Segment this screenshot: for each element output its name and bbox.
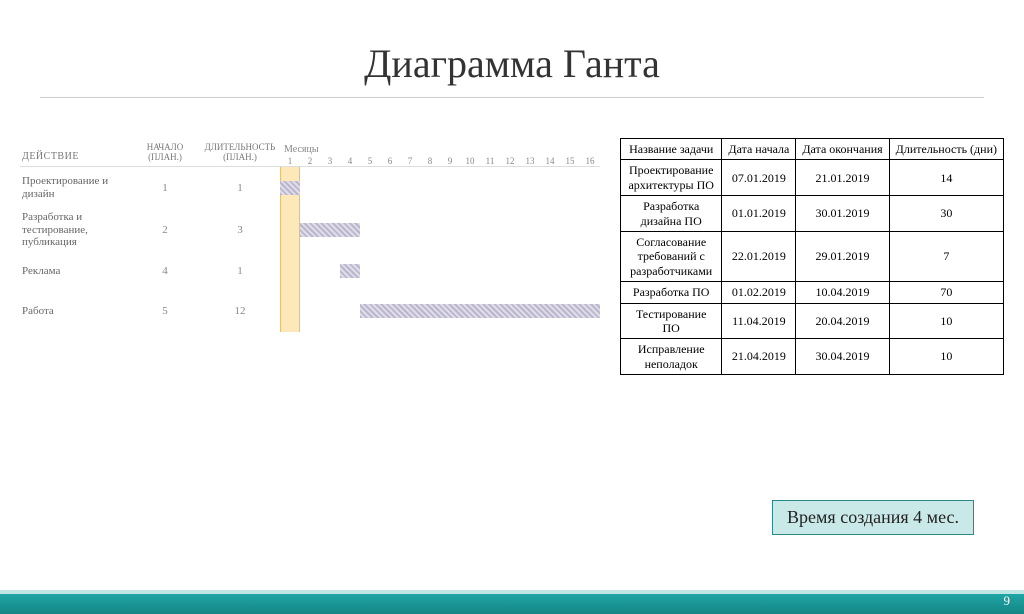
table-cell: 30.04.2019 bbox=[796, 339, 889, 375]
table-cell: Тестирование ПО bbox=[621, 303, 722, 339]
month-num: 15 bbox=[560, 156, 580, 166]
month-num: 12 bbox=[500, 156, 520, 166]
month-num: 9 bbox=[440, 156, 460, 166]
table-cell: 10 bbox=[889, 303, 1003, 339]
month-num: 16 bbox=[580, 156, 600, 166]
gantt-row-bars bbox=[280, 209, 600, 251]
duration-note: Время создания 4 мес. bbox=[772, 500, 974, 535]
table-cell: Разработка ПО bbox=[621, 282, 722, 303]
gantt-header-months: Месяцы 12345678910111213141516 bbox=[280, 146, 600, 166]
table-cell: 10.04.2019 bbox=[796, 282, 889, 303]
month-num: 6 bbox=[380, 156, 400, 166]
gantt-bar bbox=[300, 223, 360, 237]
gantt-bar bbox=[280, 181, 300, 195]
table-cell: 22.01.2019 bbox=[722, 231, 796, 281]
gantt-header-duration: ДЛИТЕЛЬНОСТЬ (ПЛАН.) bbox=[200, 138, 280, 166]
gantt-bar bbox=[340, 264, 360, 278]
table-cell: 30.01.2019 bbox=[796, 196, 889, 232]
page-title: Диаграмма Ганта bbox=[0, 40, 1024, 87]
content-area: ДЕЙСТВИЕ НАЧАЛО (ПЛАН.) ДЛИТЕЛЬНОСТЬ (ПЛ… bbox=[0, 138, 1024, 375]
gantt-row-duration: 1 bbox=[200, 182, 280, 194]
table-row: Разработка дизайна ПО01.01.201930.01.201… bbox=[621, 196, 1004, 232]
table-cell: 10 bbox=[889, 339, 1003, 375]
gantt-row: Реклама41 bbox=[20, 251, 600, 291]
table-row: Разработка ПО01.02.201910.04.201970 bbox=[621, 282, 1004, 303]
gantt-row-label: Разработка и тестирование, публикация bbox=[20, 209, 130, 251]
task-table-header: Дата окончания bbox=[796, 139, 889, 160]
task-table-header-row: Название задачиДата началаДата окончания… bbox=[621, 139, 1004, 160]
slide: Диаграмма Ганта ДЕЙСТВИЕ НАЧАЛО (ПЛАН.) … bbox=[0, 40, 1024, 614]
gantt-bar bbox=[360, 304, 600, 318]
page-number: 9 bbox=[1004, 593, 1011, 609]
title-underline bbox=[40, 97, 984, 98]
gantt-chart: ДЕЙСТВИЕ НАЧАЛО (ПЛАН.) ДЛИТЕЛЬНОСТЬ (ПЛ… bbox=[20, 138, 600, 331]
table-cell: 21.04.2019 bbox=[722, 339, 796, 375]
gantt-row: Проектирование и дизайн11 bbox=[20, 167, 600, 209]
task-table-header: Название задачи bbox=[621, 139, 722, 160]
month-num: 8 bbox=[420, 156, 440, 166]
month-num: 3 bbox=[320, 156, 340, 166]
task-table-body: Проектирование архитектуры ПО07.01.20192… bbox=[621, 160, 1004, 375]
gantt-body: Проектирование и дизайн11Разработка и те… bbox=[20, 166, 600, 331]
table-cell: Согласование требований с разработчиками bbox=[621, 231, 722, 281]
gantt-header: ДЕЙСТВИЕ НАЧАЛО (ПЛАН.) ДЛИТЕЛЬНОСТЬ (ПЛ… bbox=[20, 138, 600, 166]
table-row: Согласование требований с разработчиками… bbox=[621, 231, 1004, 281]
task-table-header: Длительность (дни) bbox=[889, 139, 1003, 160]
table-cell: 7 bbox=[889, 231, 1003, 281]
gantt-header-start: НАЧАЛО (ПЛАН.) bbox=[130, 138, 200, 166]
gantt-row-duration: 3 bbox=[200, 224, 280, 236]
gantt-row-label: Проектирование и дизайн bbox=[20, 173, 130, 202]
gantt-row-label: Работа bbox=[20, 303, 130, 320]
gantt-header-action: ДЕЙСТВИЕ bbox=[20, 147, 130, 166]
table-row: Тестирование ПО11.04.201920.04.201910 bbox=[621, 303, 1004, 339]
table-cell: 30 bbox=[889, 196, 1003, 232]
gantt-row: Разработка и тестирование, публикация23 bbox=[20, 209, 600, 251]
gantt-row-start: 5 bbox=[130, 305, 200, 317]
task-table-header: Дата начала bbox=[722, 139, 796, 160]
table-cell: 29.01.2019 bbox=[796, 231, 889, 281]
gantt-row: Работа512 bbox=[20, 291, 600, 331]
month-num: 2 bbox=[300, 156, 320, 166]
table-cell: 20.04.2019 bbox=[796, 303, 889, 339]
gantt-row-bars bbox=[280, 251, 600, 291]
months-label: Месяцы bbox=[284, 144, 319, 155]
table-cell: 11.04.2019 bbox=[722, 303, 796, 339]
table-cell: 14 bbox=[889, 160, 1003, 196]
month-num: 14 bbox=[540, 156, 560, 166]
gantt-row-duration: 1 bbox=[200, 265, 280, 277]
month-num: 11 bbox=[480, 156, 500, 166]
table-cell: 21.01.2019 bbox=[796, 160, 889, 196]
table-cell: 07.01.2019 bbox=[722, 160, 796, 196]
table-row: Исправление неполадок21.04.201930.04.201… bbox=[621, 339, 1004, 375]
gantt-row-start: 4 bbox=[130, 265, 200, 277]
month-num: 13 bbox=[520, 156, 540, 166]
month-num: 7 bbox=[400, 156, 420, 166]
gantt-row-bars bbox=[280, 291, 600, 331]
task-table: Название задачиДата началаДата окончания… bbox=[620, 138, 1004, 375]
table-cell: Проектирование архитектуры ПО bbox=[621, 160, 722, 196]
table-cell: 01.01.2019 bbox=[722, 196, 796, 232]
table-row: Проектирование архитектуры ПО07.01.20192… bbox=[621, 160, 1004, 196]
gantt-row-start: 2 bbox=[130, 224, 200, 236]
month-num: 4 bbox=[340, 156, 360, 166]
gantt-row-bars bbox=[280, 167, 600, 209]
months-numbers: 12345678910111213141516 bbox=[280, 146, 600, 166]
gantt-row-label: Реклама bbox=[20, 263, 130, 280]
table-cell: Исправление неполадок bbox=[621, 339, 722, 375]
gantt-row-start: 1 bbox=[130, 182, 200, 194]
table-cell: 70 bbox=[889, 282, 1003, 303]
month-num: 5 bbox=[360, 156, 380, 166]
table-cell: 01.02.2019 bbox=[722, 282, 796, 303]
gantt-row-duration: 12 bbox=[200, 305, 280, 317]
month-num: 10 bbox=[460, 156, 480, 166]
month-num: 1 bbox=[280, 156, 300, 166]
footer-bar bbox=[0, 590, 1024, 614]
table-cell: Разработка дизайна ПО bbox=[621, 196, 722, 232]
